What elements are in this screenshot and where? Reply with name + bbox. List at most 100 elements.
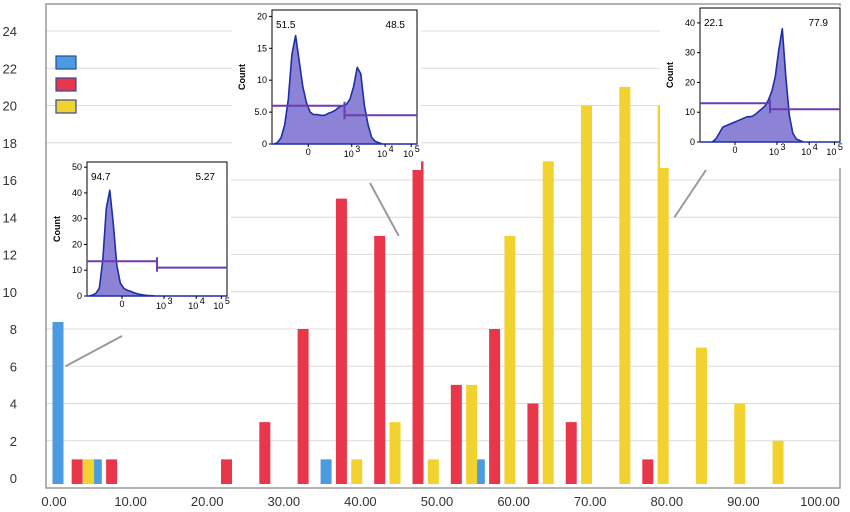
bar — [335, 198, 347, 484]
inset-y-tick-label: 0 — [690, 137, 695, 147]
inset-y-tick-label: 20 — [257, 11, 267, 21]
y-tick-label: 6 — [10, 359, 17, 374]
inset-x-tick-base: 10 — [826, 147, 836, 157]
bar — [657, 105, 669, 484]
x-tick-label: 10.00 — [114, 494, 147, 509]
inset-y-tick-label: 10 — [685, 107, 695, 117]
bar — [581, 105, 593, 484]
inset-x-tick-exponent: 5 — [838, 142, 843, 152]
inset-connector — [673, 169, 707, 218]
bar — [297, 329, 309, 484]
legend-swatch — [55, 99, 77, 114]
inset-x-tick-label: 0 — [732, 145, 737, 155]
bar — [320, 459, 332, 484]
x-tick-label: 80.00 — [651, 494, 684, 509]
bar — [772, 440, 784, 484]
bar — [90, 459, 102, 484]
inset-y-label: Count — [665, 62, 675, 88]
plot-border — [45, 3, 841, 489]
x-tick-label: 30.00 — [268, 494, 301, 509]
bar — [489, 329, 501, 484]
bar — [83, 459, 95, 484]
bar — [71, 459, 83, 484]
inset-x-tick-base: 10 — [156, 301, 166, 311]
inset-left-percent: 94.7 — [91, 172, 111, 183]
inset-x-tick-label: 0 — [306, 147, 311, 157]
y-tick-label: 20 — [3, 99, 17, 114]
inset-x-tick-base: 10 — [403, 149, 413, 159]
y-tick-label: 4 — [10, 397, 17, 412]
inset-left-percent: 51.5 — [276, 20, 296, 31]
inset-x-tick-exponent: 3 — [780, 142, 785, 152]
inset-histogram — [86, 189, 228, 297]
bar — [221, 459, 233, 484]
inset-x-tick-exponent: 4 — [389, 144, 394, 154]
bar — [389, 422, 401, 484]
inset-y-tick-label: 20 — [685, 77, 695, 87]
bar — [734, 403, 746, 484]
y-tick-label: 12 — [3, 248, 17, 263]
legend — [55, 55, 77, 114]
y-tick-label: 8 — [10, 322, 17, 337]
inset-x-tick-exponent: 4 — [200, 296, 205, 306]
x-tick-label: 0.00 — [41, 494, 66, 509]
bar — [450, 384, 462, 484]
bar — [542, 161, 554, 484]
x-tick-label: 90.00 — [727, 494, 760, 509]
inset-y-tick-label: 10 — [72, 265, 82, 275]
x-tick-label: 70.00 — [574, 494, 607, 509]
inset-y-tick-label: 30 — [685, 48, 695, 58]
inset-x-tick-exponent: 3 — [167, 296, 172, 306]
bar — [374, 235, 386, 484]
inset-y-tick-label: 10 — [257, 75, 267, 85]
y-tick-label: 10 — [3, 285, 17, 300]
inset-y-label: Count — [237, 64, 247, 90]
x-tick-label: 40.00 — [344, 494, 377, 509]
x-tick-label: 60.00 — [497, 494, 530, 509]
bar — [427, 459, 439, 484]
legend-swatch — [55, 55, 77, 70]
inset-connectors — [65, 169, 707, 368]
bar — [473, 459, 485, 484]
bar — [695, 347, 707, 484]
inset-right-percent: 48.5 — [386, 20, 406, 31]
inset-x-tick-exponent: 3 — [355, 144, 360, 154]
plot-frame — [45, 3, 841, 489]
inset-histogram — [271, 34, 418, 145]
inset-y-label: Count — [52, 216, 62, 242]
y-tick-label: 14 — [3, 210, 17, 225]
inset-y-tick-label: 40 — [685, 18, 695, 28]
inset-x-tick-base: 10 — [377, 149, 387, 159]
inset-x-tick-base: 10 — [344, 149, 354, 159]
bar — [565, 422, 577, 484]
inset-y-tick-label: 50 — [72, 162, 82, 172]
bar — [504, 235, 516, 484]
y-tick-label: 18 — [3, 136, 17, 151]
bar — [642, 459, 654, 484]
inset-connector — [65, 335, 123, 368]
x-tick-label: 100.00 — [800, 494, 840, 509]
inset-x-tick-base: 10 — [801, 147, 811, 157]
inset-right-percent: 77.9 — [809, 18, 829, 29]
inset-x-tick-exponent: 4 — [813, 142, 818, 152]
inset-x-tick-base: 10 — [188, 301, 198, 311]
inset-x-tick-label: 0 — [119, 299, 124, 309]
inset-connector — [369, 182, 400, 237]
y-tick-label: 0 — [10, 471, 17, 486]
bar — [351, 459, 363, 484]
inset-x-tick-exponent: 5 — [225, 296, 230, 306]
inset-y-tick-label: 40 — [72, 188, 82, 198]
x-tick-label: 50.00 — [421, 494, 454, 509]
inset-y-tick-label: 15 — [257, 43, 267, 53]
inset-right-percent: 5.27 — [196, 172, 216, 183]
inset-x-tick-base: 10 — [769, 147, 779, 157]
bar — [527, 403, 539, 484]
bar — [619, 86, 631, 484]
inset-left-percent: 22.1 — [704, 18, 724, 29]
